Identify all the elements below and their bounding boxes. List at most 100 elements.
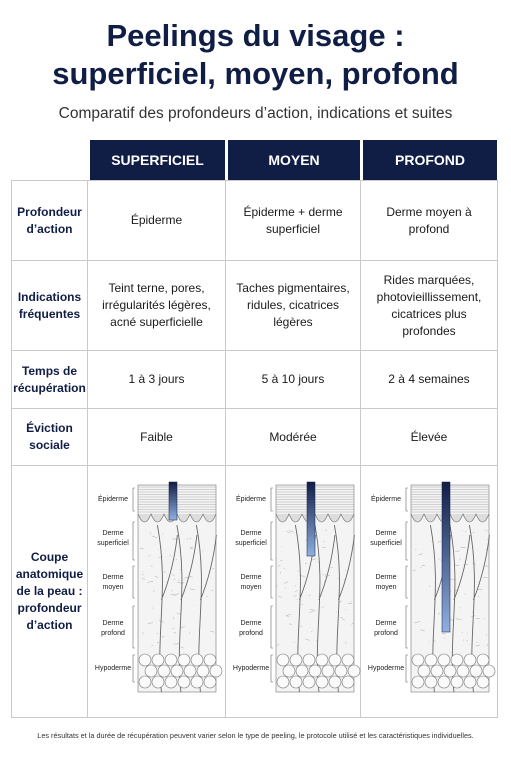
fiber	[163, 571, 166, 574]
table-cell	[226, 466, 361, 718]
fiber	[475, 644, 480, 647]
action-depth	[306, 481, 316, 557]
layer-label: Derme	[102, 530, 123, 537]
fat-cell	[476, 653, 490, 667]
fiber	[428, 585, 431, 588]
bracket	[132, 654, 135, 683]
fat-cell	[334, 664, 348, 678]
fiber	[483, 618, 486, 620]
layer-label: moyen	[102, 584, 123, 591]
column-header: PROFOND	[363, 140, 497, 180]
table-cell: Faible	[88, 409, 226, 466]
fiber	[420, 629, 425, 632]
fiber	[437, 540, 442, 543]
layer-label: superficiel	[97, 540, 129, 547]
fat-cell	[315, 675, 329, 689]
bracket	[132, 565, 135, 599]
fat-cell	[151, 675, 165, 689]
layer-label: superficiel	[235, 540, 267, 547]
fiber	[486, 530, 488, 532]
fat-cell	[456, 664, 470, 678]
fat-cell	[302, 675, 316, 689]
fiber	[162, 533, 164, 535]
layer-label: Derme	[240, 574, 261, 581]
fat-cell	[476, 675, 490, 689]
fiber	[463, 564, 468, 566]
fiber	[151, 645, 153, 647]
fiber	[141, 573, 144, 576]
fiber	[464, 530, 467, 532]
table-cell	[88, 466, 226, 718]
fat-cell	[315, 653, 329, 667]
fiber	[450, 619, 454, 621]
fiber	[484, 529, 486, 531]
fiber	[176, 612, 182, 615]
title-line: superficiel, moyen, profond	[52, 56, 459, 91]
fiber	[189, 537, 192, 540]
fiber	[288, 530, 294, 533]
table-cell: Modérée	[226, 409, 361, 466]
footnote: Les résultats et la durée de récupératio…	[37, 731, 474, 740]
fiber	[466, 632, 468, 634]
fiber	[182, 581, 184, 585]
fiber	[278, 596, 282, 598]
fiber	[339, 600, 343, 603]
fat-cell	[424, 653, 438, 667]
table-cell: Derme moyen à profond	[361, 181, 498, 261]
fat-cell	[424, 675, 438, 689]
fiber	[317, 561, 319, 564]
fat-cell	[196, 664, 210, 678]
fiber	[297, 570, 299, 572]
bracket	[132, 521, 135, 561]
fiber	[437, 612, 441, 615]
fat-cell	[450, 675, 464, 689]
fiber	[459, 558, 462, 561]
fiber	[148, 554, 151, 557]
layer-label: Hypoderme	[95, 665, 131, 672]
fiber	[309, 608, 316, 611]
fat-cell	[190, 675, 204, 689]
layer-label: moyen	[375, 584, 396, 591]
layer-label: Derme	[240, 620, 261, 627]
fiber	[345, 609, 347, 611]
fiber	[181, 532, 183, 534]
fat-cell	[203, 653, 217, 667]
row-label: Coupe anatomique de la peau : profondeur…	[11, 466, 88, 718]
layer-label: Hypoderme	[368, 665, 404, 672]
fiber	[321, 606, 324, 609]
fiber	[315, 640, 318, 642]
fiber	[186, 538, 189, 541]
layer-label: Derme	[102, 620, 123, 627]
fiber	[472, 531, 475, 534]
fat-cell	[157, 664, 171, 678]
fiber	[283, 581, 289, 584]
subtitle: Comparatif des profondeurs d’action, ind…	[58, 105, 453, 122]
fiber	[310, 630, 313, 633]
fiber	[279, 571, 281, 574]
fiber	[284, 587, 286, 589]
fiber	[156, 633, 159, 635]
title-line: Peelings du visage :	[106, 18, 405, 53]
table-cell: Élevée	[361, 409, 498, 466]
table-cell	[361, 466, 498, 718]
fiber	[308, 594, 311, 597]
layer-label: Derme	[240, 530, 261, 537]
fiber	[169, 554, 171, 557]
fat-cell	[443, 664, 457, 678]
fiber	[454, 564, 460, 567]
layer-label: Épiderme	[98, 494, 128, 503]
fat-cell	[276, 675, 290, 689]
fiber	[421, 564, 426, 567]
fiber	[153, 590, 155, 593]
fat-cell	[209, 664, 223, 678]
fiber	[281, 546, 283, 548]
fiber	[276, 644, 280, 646]
fiber	[180, 646, 184, 649]
row-label: Profondeur d’action	[11, 181, 88, 261]
fiber	[325, 529, 328, 532]
table-cell: 5 à 10 jours	[226, 351, 361, 409]
fiber	[142, 632, 145, 635]
bracket	[132, 605, 135, 649]
fiber	[466, 639, 469, 642]
